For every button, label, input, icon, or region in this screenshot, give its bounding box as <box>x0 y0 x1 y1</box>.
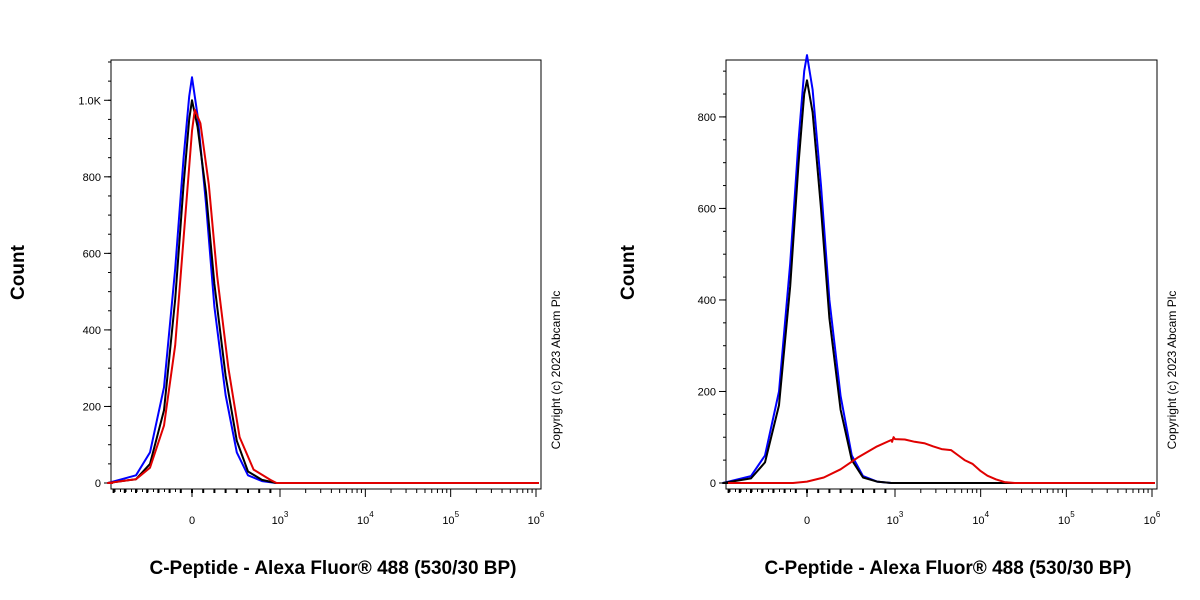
plot-frame <box>110 59 542 490</box>
x-tick-exponent: 6 <box>540 510 545 519</box>
x-tick-exponent: 3 <box>284 510 289 519</box>
x-tick-base: 10 <box>1144 515 1156 527</box>
y-tick-label: 800 <box>698 112 716 124</box>
copyright-notice: Copyright (c) 2023 Abcam Plc <box>549 291 563 450</box>
x-tick-base: 0 <box>189 515 195 527</box>
y-tick-label: 200 <box>698 386 716 398</box>
x-tick-base: 10 <box>442 515 454 527</box>
x-tick-label: 103 <box>887 510 904 527</box>
series-line-3 <box>107 108 539 484</box>
y-tick-label: 0 <box>95 478 101 490</box>
copyright-notice: Copyright (c) 2023 Abcam Plc <box>1165 291 1179 450</box>
series-line-2 <box>722 79 1155 484</box>
x-tick-exponent: 6 <box>1156 510 1161 519</box>
y-tick-label: 0 <box>710 478 716 490</box>
x-tick-label: 104 <box>357 510 374 527</box>
x-tick-label: 106 <box>1144 510 1161 527</box>
x-tick-base: 10 <box>357 515 369 527</box>
y-tick-label: 400 <box>83 325 101 337</box>
y-tick-label: 600 <box>698 203 716 215</box>
x-tick-label: 0 <box>189 515 195 527</box>
x-tick-label: 0 <box>804 515 810 527</box>
series-line-1 <box>107 76 539 484</box>
x-tick-base: 10 <box>887 515 899 527</box>
y-tick-label: 200 <box>83 401 101 413</box>
x-tick-label: 105 <box>442 510 459 527</box>
x-tick-exponent: 4 <box>369 510 374 519</box>
y-tick-label: 800 <box>83 172 101 184</box>
x-tick-exponent: 5 <box>1070 510 1075 519</box>
y-tick-label: 600 <box>83 248 101 260</box>
x-tick-base: 10 <box>272 515 284 527</box>
x-tick-base: 10 <box>972 515 984 527</box>
x-tick-label: 105 <box>1058 510 1075 527</box>
x-tick-label: 103 <box>272 510 289 527</box>
y-tick-label: 400 <box>698 295 716 307</box>
series-line-1 <box>722 54 1155 484</box>
x-tick-base: 10 <box>528 515 540 527</box>
x-tick-base: 0 <box>804 515 810 527</box>
y-axis-label: Count <box>8 244 29 300</box>
x-tick-label: 106 <box>528 510 545 527</box>
x-axis-label: C-Peptide - Alexa Fluor® 488 (530/30 BP) <box>149 558 516 579</box>
plot-frame <box>725 59 1158 490</box>
series-line-3 <box>728 436 1155 484</box>
x-tick-label: 104 <box>972 510 989 527</box>
x-tick-exponent: 4 <box>985 510 990 519</box>
y-axis-label: Count <box>618 244 639 300</box>
x-tick-exponent: 3 <box>899 510 904 519</box>
y-tick-label: 1.0K <box>78 95 101 107</box>
x-tick-base: 10 <box>1058 515 1070 527</box>
x-tick-exponent: 5 <box>455 510 460 519</box>
x-axis-label: C-Peptide - Alexa Fluor® 488 (530/30 BP) <box>764 558 1131 579</box>
